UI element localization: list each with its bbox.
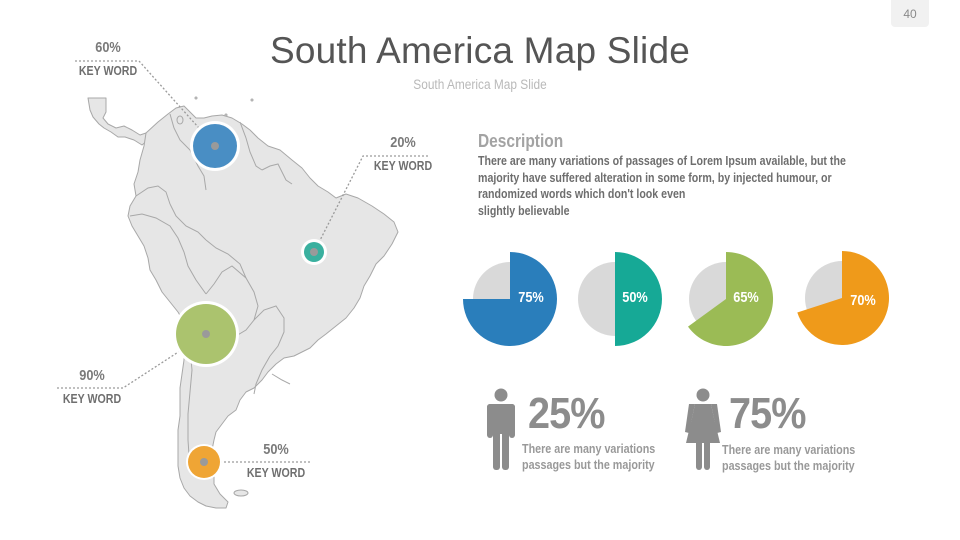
callout-label: KEY WORD bbox=[373, 159, 433, 173]
callout-north: 60% KEY WORD bbox=[73, 39, 143, 78]
leader-line-20 bbox=[313, 155, 428, 253]
female-icon bbox=[685, 388, 721, 470]
callout-label: KEY WORD bbox=[78, 64, 138, 78]
central-america-shape bbox=[87, 97, 149, 146]
slide-subtitle: South America Map Slide bbox=[413, 77, 547, 92]
pie-charts bbox=[463, 251, 890, 346]
callout-label: KEY WORD bbox=[62, 392, 122, 406]
south-america-map bbox=[57, 60, 428, 509]
leader-line-90 bbox=[57, 333, 207, 389]
male-stat-value: 25% bbox=[528, 389, 605, 438]
pie-chart-65 bbox=[688, 251, 774, 346]
female-stat-value: 75% bbox=[729, 389, 806, 438]
map-marker-east[interactable] bbox=[301, 239, 327, 265]
callout-value: 60% bbox=[95, 39, 121, 56]
slide-title: South America Map Slide bbox=[269, 30, 691, 71]
continent-shape bbox=[127, 105, 399, 509]
leader-line-60 bbox=[75, 60, 216, 147]
callout-value: 20% bbox=[390, 134, 416, 151]
female-stat-text: There are many variations passages but t… bbox=[722, 443, 856, 473]
pie-label-75: 75% bbox=[518, 289, 544, 306]
callout-east: 20% KEY WORD bbox=[368, 134, 438, 173]
callout-south: 50% KEY WORD bbox=[241, 441, 311, 480]
description-body: There are many variations of passages of… bbox=[478, 154, 846, 218]
callout-value: 50% bbox=[263, 441, 289, 458]
pie-label-50: 50% bbox=[622, 289, 648, 306]
callout-value: 90% bbox=[79, 367, 105, 384]
pie-chart-50 bbox=[578, 252, 662, 346]
pie-chart-75 bbox=[463, 252, 557, 346]
callout-central: 90% KEY WORD bbox=[57, 367, 127, 406]
description-heading: Description bbox=[478, 131, 564, 151]
map-marker-north[interactable] bbox=[190, 121, 240, 171]
map-marker-south[interactable] bbox=[186, 444, 222, 480]
pie-chart-70 bbox=[797, 251, 890, 345]
pie-label-65: 65% bbox=[733, 289, 759, 306]
pie-label-70: 70% bbox=[850, 292, 876, 309]
male-icon bbox=[487, 388, 515, 470]
page-number-badge: 40 bbox=[891, 0, 929, 27]
male-stat-text: There are many variations passages but t… bbox=[522, 442, 656, 472]
map-marker-central[interactable] bbox=[173, 301, 239, 367]
callout-label: KEY WORD bbox=[246, 466, 306, 480]
